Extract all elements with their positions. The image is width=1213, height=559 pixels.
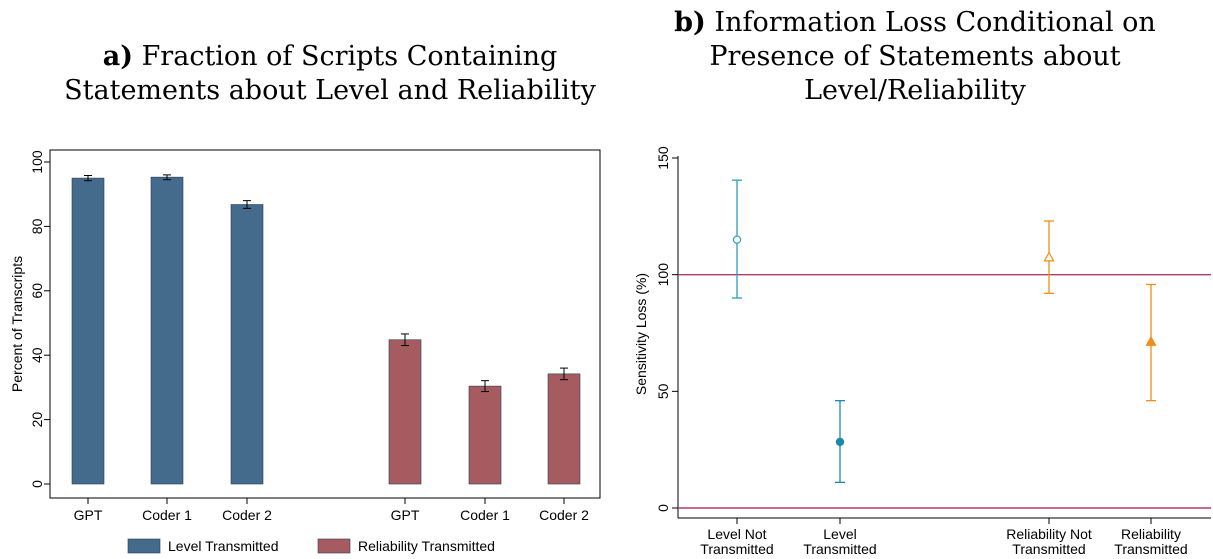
x-tick-label-a: GPT: [391, 507, 420, 523]
panel-b-title: b) Information Loss Conditional on Prese…: [620, 6, 1210, 108]
data-point: [1043, 251, 1055, 262]
panel-a-title-line-2: Statements about Level and Reliability: [64, 75, 596, 106]
panel-a-title-line-1: a) Fraction of Scripts Containing: [40, 40, 620, 74]
y-tick-label-b: 150: [655, 146, 671, 170]
x-tick-label-b: Level: [823, 526, 856, 542]
x-tick-label-a: Coder 1: [142, 507, 192, 523]
panel-b-letter: b): [674, 7, 706, 38]
x-tick-label-b: Transmitted: [1012, 541, 1085, 557]
y-axis-label-b: Sensitivity Loss (%): [633, 273, 649, 395]
data-point: [835, 437, 845, 447]
y-tick-label-a: 40: [29, 347, 45, 363]
x-tick-label-a: Coder 2: [539, 507, 589, 523]
panel-b-title-line-2: Presence of Statements about: [709, 41, 1121, 72]
y-tick-label-b: 100: [655, 263, 671, 287]
x-tick-label-b: Reliability: [1121, 526, 1181, 542]
y-tick-label-a: 80: [29, 218, 45, 234]
x-tick-label-b: Transmitted: [700, 541, 773, 557]
x-tick-label-b: Reliability Not: [1006, 526, 1092, 542]
legend-swatch: [317, 538, 351, 554]
bar: [388, 339, 422, 485]
y-tick-label-a: 0: [29, 480, 45, 488]
y-tick-label-a: 100: [29, 150, 45, 174]
legend-label: Reliability Transmitted: [358, 538, 495, 554]
panel-b-title-text-1: Information Loss Conditional on: [714, 7, 1156, 38]
panel-a-title: a) Fraction of Scripts Containing Statem…: [40, 40, 620, 108]
x-tick-label-b: Transmitted: [1114, 541, 1187, 557]
y-tick-label-b: 50: [655, 383, 671, 399]
bar: [71, 177, 105, 485]
bar: [547, 373, 581, 485]
bar: [150, 176, 184, 485]
x-tick-label-b: Transmitted: [803, 541, 876, 557]
y-axis-label-a: Percent of Transcripts: [9, 256, 25, 392]
legend-swatch: [127, 538, 161, 554]
legend-label: Level Transmitted: [168, 538, 279, 554]
panel-b-title-line-1: b) Information Loss Conditional on: [620, 6, 1210, 40]
bar: [230, 204, 264, 485]
panel-b-title-line-3: Level/Reliability: [804, 75, 1026, 106]
bar: [468, 385, 502, 485]
y-tick-label-a: 60: [29, 283, 45, 299]
x-tick-label-b: Level Not: [707, 526, 766, 542]
bar-chart-a: 0 20 40 60 80 100 Percent of Transcripts GPT Cod…: [9, 149, 601, 554]
x-tick-label-a: GPT: [74, 507, 103, 523]
x-tick-label-a: Coder 2: [222, 507, 272, 523]
y-tick-label-a: 20: [29, 412, 45, 428]
panel-a-letter: a): [102, 41, 133, 72]
y-tick-label-b: 0: [655, 504, 671, 512]
plot-frame-a: [49, 149, 601, 499]
data-point: [732, 235, 742, 244]
data-point: [1145, 335, 1157, 346]
panel-a-title-text-1: Fraction of Scripts Containing: [141, 41, 558, 72]
x-tick-label-a: Coder 1: [460, 507, 510, 523]
